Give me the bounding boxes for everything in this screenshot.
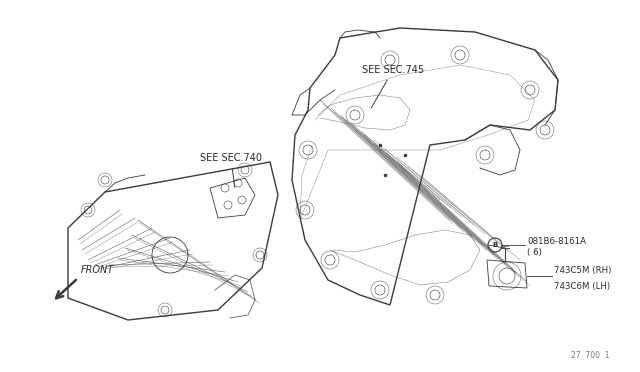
Text: SEE SEC.745: SEE SEC.745 xyxy=(362,65,424,108)
Text: B: B xyxy=(492,242,498,248)
Text: 743C6M (LH): 743C6M (LH) xyxy=(554,282,610,291)
Text: 27  700  1: 27 700 1 xyxy=(572,351,610,360)
Text: FRONT: FRONT xyxy=(81,265,115,275)
Text: SEE SEC.740: SEE SEC.740 xyxy=(200,153,262,187)
Text: 743C5M (RH): 743C5M (RH) xyxy=(554,266,611,276)
Text: ( 6): ( 6) xyxy=(527,248,542,257)
Text: 081B6-8161A: 081B6-8161A xyxy=(527,237,586,246)
